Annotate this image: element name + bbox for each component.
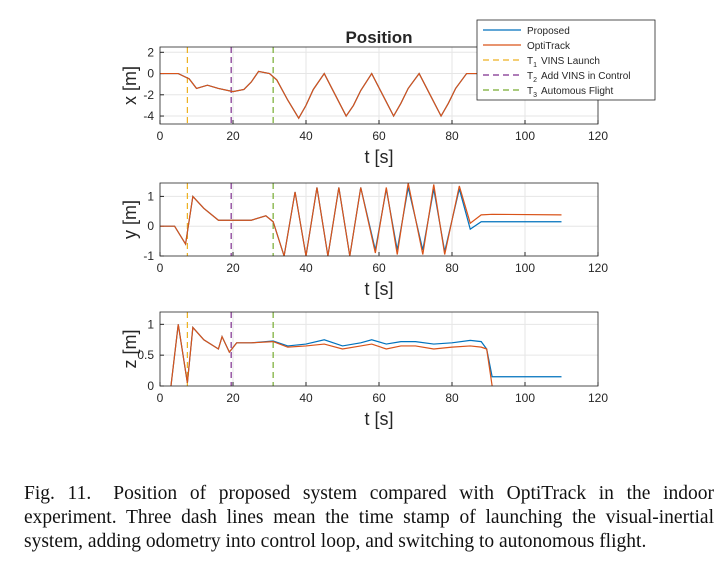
y-tick-label: 1 (147, 317, 154, 331)
x-tick-label: 60 (372, 129, 386, 143)
x-axis-label: t [s] (364, 147, 393, 167)
x-tick-label: 40 (299, 391, 313, 405)
y-tick-label: 0.5 (137, 348, 154, 362)
x-tick-label: 0 (157, 261, 164, 275)
caption: Fig. 11. Position of proposed system comp… (24, 482, 714, 554)
x-tick-label: 120 (588, 129, 608, 143)
legend-label-text: Add VINS in Control (541, 71, 631, 82)
legend-label-sub: 3 (533, 92, 537, 99)
legend-label-main: T (527, 71, 533, 82)
legend-label-main: T (527, 86, 533, 97)
x-tick-label: 0 (157, 129, 164, 143)
legend-label: T3 Automous Flight (527, 86, 613, 99)
x-tick-label: 20 (226, 129, 240, 143)
x-tick-label: 40 (299, 261, 313, 275)
y-tick-label: 0 (147, 219, 154, 233)
y-tick-label: -1 (143, 249, 154, 263)
x-tick-label: 60 (372, 391, 386, 405)
series-line (170, 324, 493, 386)
legend-label: OptiTrack (527, 41, 571, 52)
y-tick-label: -4 (143, 109, 154, 123)
legend-label-main: T (527, 56, 533, 67)
x-tick-label: 80 (445, 391, 459, 405)
caption-label: Fig. 11. (24, 483, 92, 504)
legend-label-sub: 1 (533, 62, 537, 69)
x-tick-label: 0 (157, 391, 164, 405)
x-tick-label: 20 (226, 391, 240, 405)
legend-label-sub: 2 (533, 77, 537, 84)
x-axis-label: t [s] (364, 409, 393, 429)
x-tick-label: 20 (226, 261, 240, 275)
x-tick-label: 60 (372, 261, 386, 275)
caption-text: Position of proposed system compared wit… (24, 483, 714, 552)
x-tick-label: 80 (445, 129, 459, 143)
series-line (160, 70, 562, 120)
y-tick-label: 1 (147, 189, 154, 203)
legend-label: T2 Add VINS in Control (527, 71, 631, 84)
series-line (160, 183, 562, 256)
y-tick-label: 0 (147, 67, 154, 81)
x-tick-label: 120 (588, 391, 608, 405)
y-axis-label: y [m] (120, 200, 140, 239)
axes-box (159, 182, 599, 257)
y-tick-label: -2 (143, 88, 154, 102)
x-tick-label: 100 (515, 261, 535, 275)
y-tick-label: 2 (147, 45, 154, 59)
x-tick-label: 100 (515, 129, 535, 143)
x-axis-label: t [s] (364, 279, 393, 299)
x-tick-label: 120 (588, 261, 608, 275)
legend-label-text: Automous Flight (541, 86, 613, 97)
y-axis-label: x [m] (120, 66, 140, 105)
x-tick-label: 80 (445, 261, 459, 275)
chart-title: Position (345, 28, 412, 47)
legend-label-text: VINS Launch (541, 56, 600, 67)
x-tick-label: 40 (299, 129, 313, 143)
legend-label: T1 VINS Launch (527, 56, 600, 69)
y-tick-label: 0 (147, 379, 154, 393)
x-tick-label: 100 (515, 391, 535, 405)
y-axis-label: z [m] (120, 330, 140, 369)
legend-label: Proposed (527, 26, 570, 37)
axes-box (159, 311, 599, 387)
